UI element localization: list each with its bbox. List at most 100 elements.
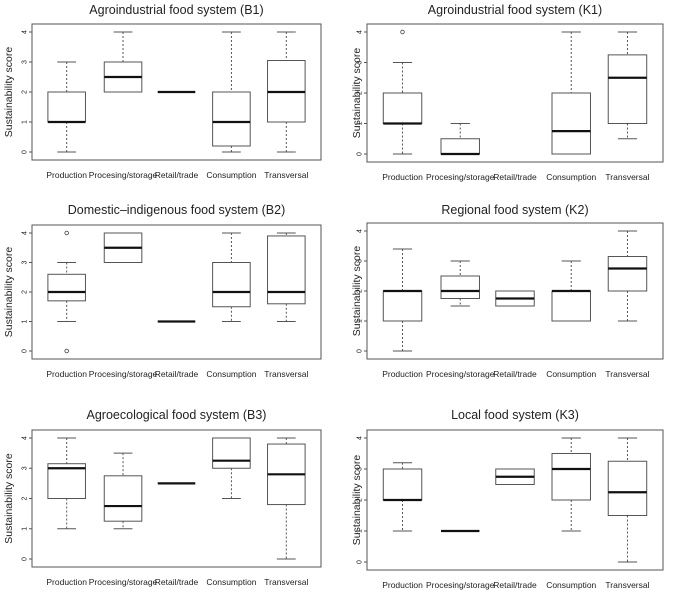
box-5 — [607, 31, 648, 140]
iqr-box — [47, 273, 86, 302]
box-4 — [551, 260, 591, 322]
x-tick-label: Transversal — [605, 369, 649, 379]
x-tick-label: Transversal — [264, 369, 308, 379]
iqr-box — [607, 256, 648, 292]
x-tick-label: Retail/trade — [493, 580, 537, 590]
y-tick-label: 2 — [357, 91, 364, 95]
iqr-box — [47, 463, 86, 499]
chart-title: Agroindustrial food system (K1) — [428, 3, 602, 17]
box-4 — [212, 437, 251, 499]
x-tick-label: Production — [382, 172, 423, 182]
iqr-box — [551, 92, 591, 155]
y-tick-label: 1 — [22, 527, 29, 531]
x-tick-label: Procesing/storage — [89, 170, 158, 180]
box-2 — [103, 31, 143, 93]
y-tick-label: 1 — [357, 319, 364, 323]
iqr-box — [212, 437, 251, 469]
box-1 — [47, 437, 86, 530]
box-2 — [440, 123, 480, 156]
x-tick-label: Retail/trade — [155, 577, 199, 587]
y-tick-label: 0 — [357, 349, 364, 353]
y-tick-label: 4 — [22, 436, 29, 440]
box-4 — [212, 31, 251, 153]
box-4 — [551, 31, 591, 155]
box-5 — [607, 437, 648, 563]
x-tick-label: Production — [46, 170, 87, 180]
y-tick-label: 4 — [357, 30, 364, 34]
x-tick-label: Production — [382, 580, 423, 590]
x-tick-label: Consumption — [206, 577, 256, 587]
y-tick-label: 4 — [357, 436, 364, 440]
box-1 — [382, 462, 423, 532]
box-3 — [495, 468, 535, 485]
y-tick-label: 4 — [357, 229, 364, 233]
y-tick-label: 1 — [357, 529, 364, 533]
x-tick-label: Procesing/storage — [426, 369, 495, 379]
box-5 — [607, 230, 648, 322]
y-tick-label: 2 — [22, 90, 29, 94]
y-tick-label: 2 — [22, 290, 29, 294]
y-tick-label: 4 — [22, 231, 29, 235]
x-tick-label: Consumption — [206, 369, 256, 379]
y-tick-label: 0 — [22, 557, 29, 561]
x-tick-label: Consumption — [206, 170, 256, 180]
x-tick-label: Transversal — [264, 577, 308, 587]
iqr-box — [607, 460, 648, 516]
outlier-point — [64, 348, 69, 354]
x-tick-label: Procesing/storage — [89, 369, 158, 379]
box-2 — [440, 260, 480, 307]
chart-panel-1: Agroindustrial food system (B1) Sustainab… — [3, 3, 322, 180]
iqr-box — [212, 91, 251, 147]
y-tick-label: 3 — [357, 60, 364, 64]
box-4 — [551, 437, 591, 532]
y-tick-label: 0 — [357, 560, 364, 564]
iqr-box — [551, 290, 591, 322]
iqr-box — [551, 453, 591, 501]
y-axis-label: Sustainability score — [351, 48, 363, 139]
y-tick-label: 1 — [22, 120, 29, 124]
y-tick-label: 0 — [22, 150, 29, 154]
box-2 — [103, 452, 143, 530]
y-axis-label: Sustainability score — [351, 455, 363, 546]
x-tick-label: Transversal — [264, 170, 308, 180]
y-tick-label: 2 — [22, 496, 29, 500]
chart-panel-4: Regional food system (K2) Sustainability … — [351, 203, 664, 379]
box-5 — [267, 437, 306, 560]
iqr-box — [267, 235, 306, 305]
x-tick-label: Production — [46, 369, 87, 379]
y-axis-label: Sustainability score — [351, 246, 363, 337]
iqr-box — [212, 262, 251, 308]
box-1 — [382, 29, 423, 155]
iqr-box — [47, 91, 86, 123]
x-tick-label: Retail/trade — [493, 369, 537, 379]
box-1 — [382, 248, 423, 352]
y-tick-label: 4 — [22, 30, 29, 34]
iqr-box — [607, 54, 648, 124]
box-5 — [267, 232, 306, 322]
box-4 — [212, 232, 251, 322]
x-tick-label: Transversal — [605, 580, 649, 590]
x-tick-label: Consumption — [546, 369, 596, 379]
iqr-box — [382, 92, 423, 124]
outlier-point — [64, 230, 69, 236]
y-tick-label: 2 — [357, 498, 364, 502]
box-3 — [495, 290, 535, 307]
y-tick-label: 0 — [357, 152, 364, 156]
chart-title: Regional food system (K2) — [441, 203, 588, 217]
y-tick-label: 0 — [22, 349, 29, 353]
x-tick-label: Retail/trade — [155, 170, 199, 180]
iqr-box — [440, 275, 480, 299]
x-tick-label: Transversal — [605, 172, 649, 182]
y-tick-label: 3 — [22, 466, 29, 470]
x-tick-label: Procesing/storage — [89, 577, 158, 587]
x-tick-label: Consumption — [546, 172, 596, 182]
x-tick-label: Production — [46, 577, 87, 587]
iqr-box — [382, 468, 423, 501]
outlier-point — [400, 29, 405, 35]
x-tick-label: Consumption — [546, 580, 596, 590]
chart-panel-3: Domestic–indigenous food system (B2) Sust… — [3, 203, 322, 379]
chart-title: Agroindustrial food system (B1) — [89, 3, 263, 17]
x-tick-label: Retail/trade — [155, 369, 199, 379]
x-tick-label: Procesing/storage — [426, 172, 495, 182]
y-tick-label: 3 — [357, 467, 364, 471]
